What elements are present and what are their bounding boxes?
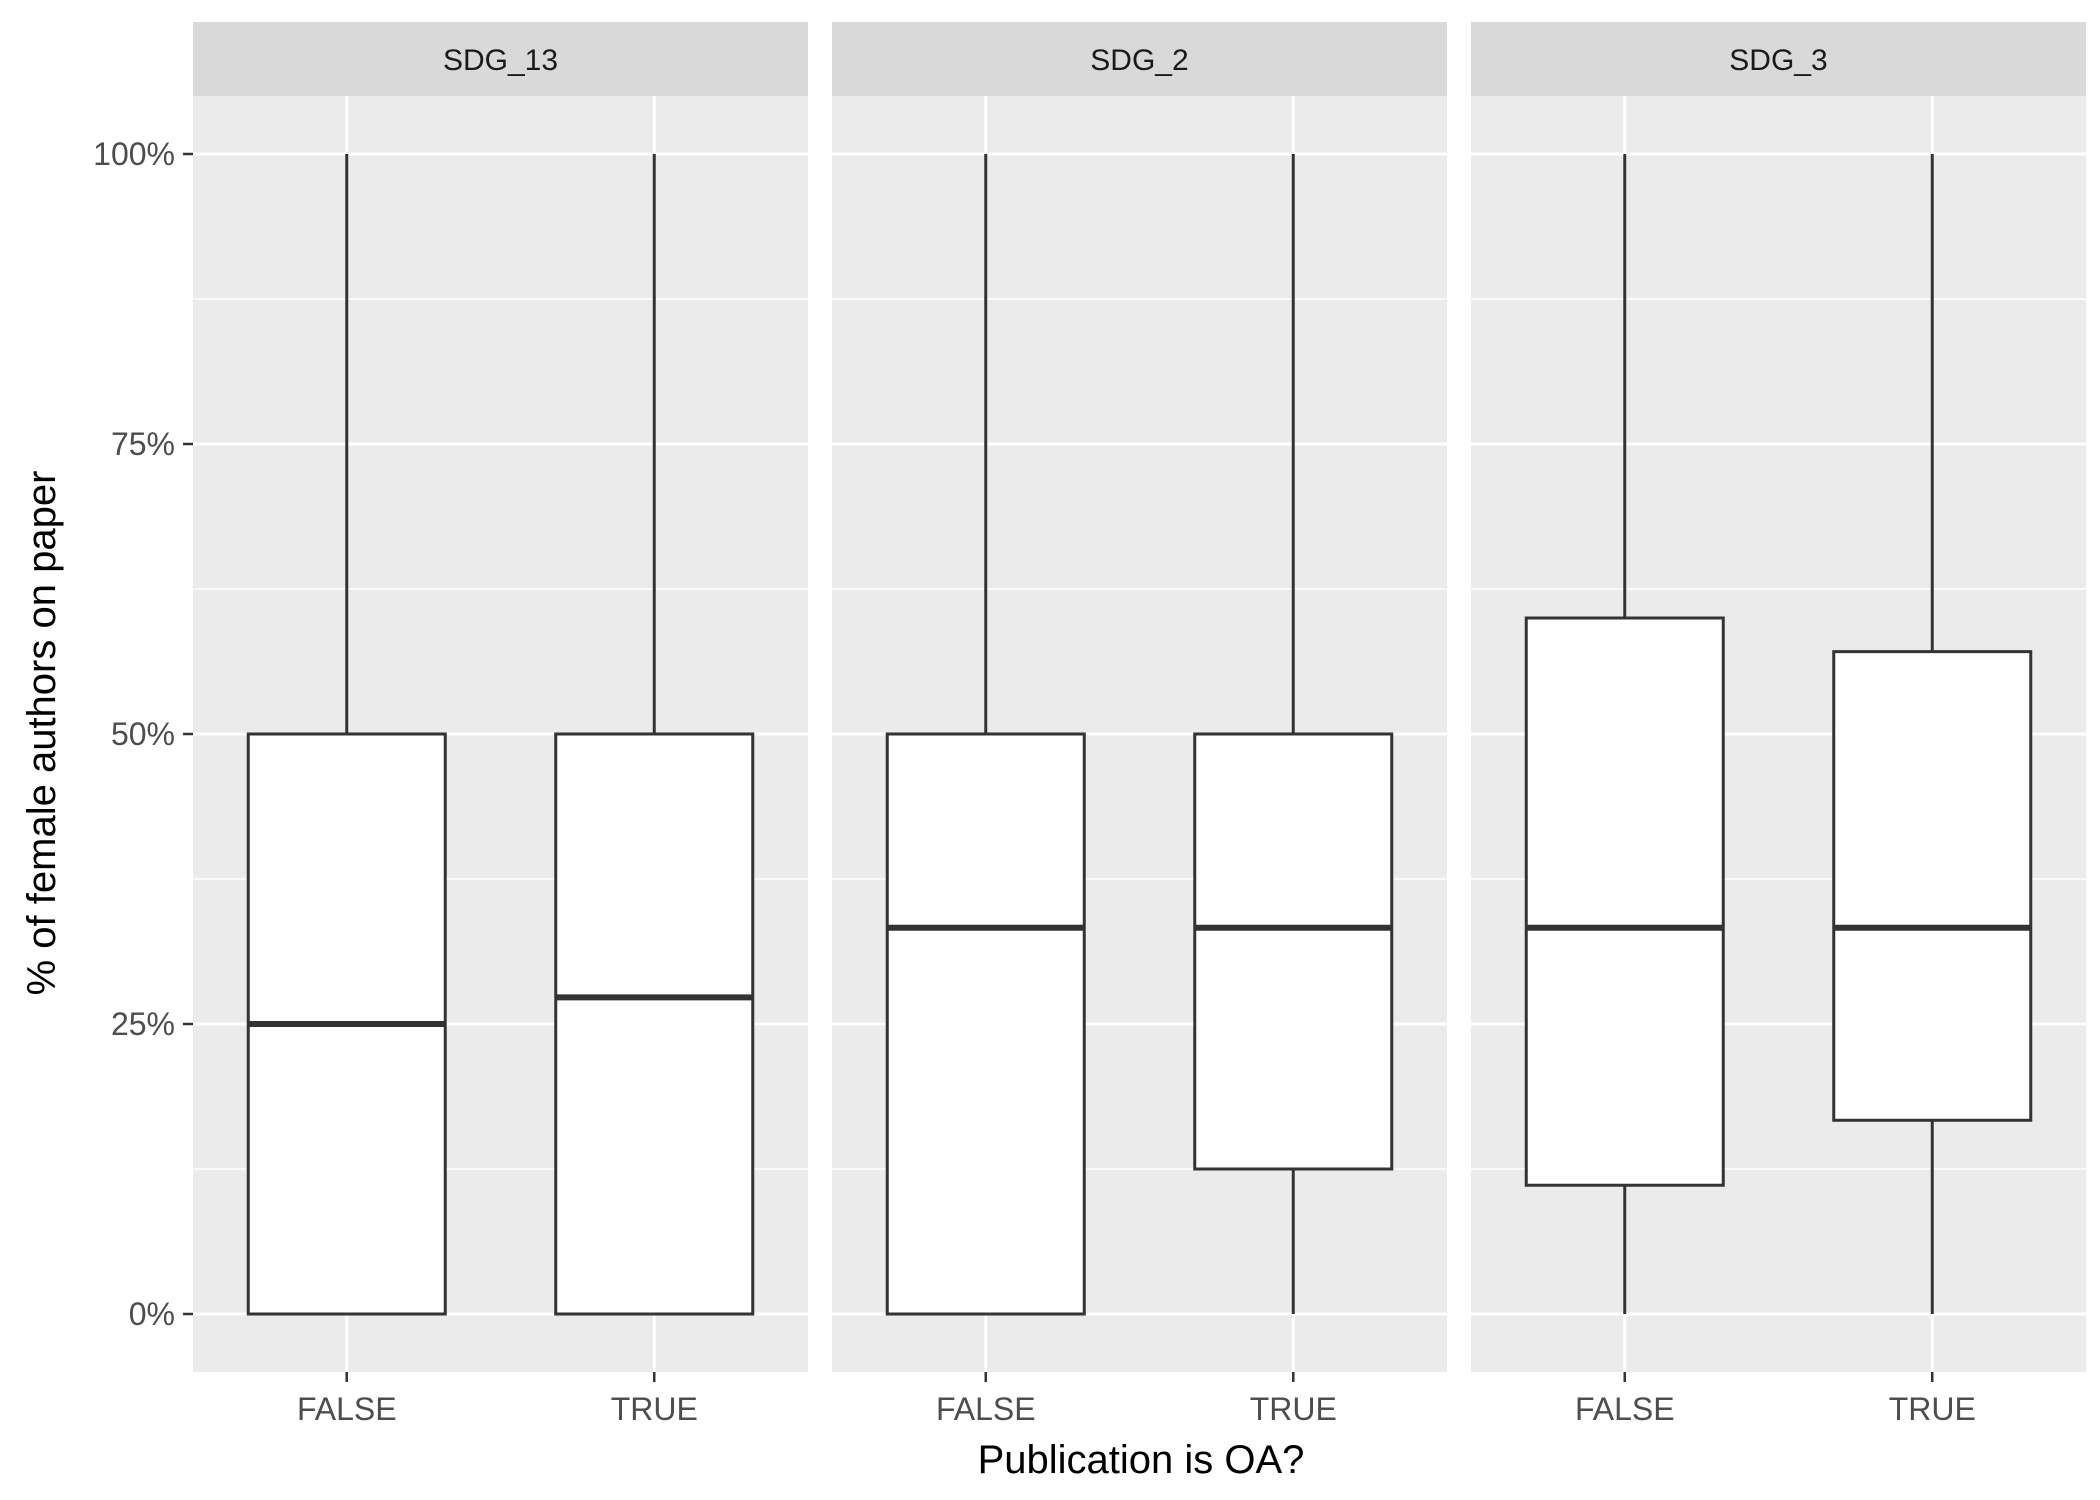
- box-rect: [1524, 616, 1725, 1187]
- facet-strip: [193, 22, 808, 96]
- facet-strip-label: SDG_13: [443, 44, 558, 77]
- y-axis: 0% 25% 50% 75% 100%: [93, 136, 193, 1332]
- facet-strip: [832, 22, 1447, 96]
- y-tick-label: 0%: [129, 1296, 175, 1332]
- facet-strip: [1471, 22, 2086, 96]
- y-tick-label: 75%: [111, 426, 175, 462]
- box-true: [1193, 154, 1394, 1314]
- x-tick-label: TRUE: [1250, 1391, 1337, 1427]
- y-tick-label: 50%: [111, 716, 175, 752]
- facet-panels: SDG_13 FALSE TRUE SDG_2 FALSE TRUE SDG_3 FALSE T…: [193, 22, 2086, 1427]
- box-rect: [554, 732, 755, 1316]
- facet-strip-label: SDG_3: [1729, 44, 1827, 77]
- x-tick-label: FALSE: [1575, 1391, 1675, 1427]
- box-false: [885, 154, 1086, 1316]
- x-tick-label: TRUE: [1889, 1391, 1976, 1427]
- box-true: [1832, 154, 2033, 1314]
- facet-panel-sdg-2: SDG_2 FALSE TRUE: [832, 22, 1447, 1427]
- facet-panel-sdg-13: SDG_13 FALSE TRUE: [193, 22, 808, 1427]
- y-axis-title: % of female authors on paper: [20, 471, 64, 996]
- box-rect: [1832, 650, 2033, 1122]
- x-axis-title: Publication is OA?: [978, 1438, 1305, 1482]
- x-tick-label: FALSE: [297, 1391, 397, 1427]
- box-true: [554, 154, 755, 1316]
- box-false: [246, 154, 447, 1316]
- box-false: [1524, 154, 1725, 1314]
- x-tick-label: TRUE: [611, 1391, 698, 1427]
- y-tick-label: 25%: [111, 1006, 175, 1042]
- box-rect: [885, 732, 1086, 1316]
- facet-panel-sdg-3: SDG_3 FALSE TRUE: [1471, 22, 2086, 1427]
- box-rect: [1193, 732, 1394, 1171]
- y-tick-label: 100%: [93, 136, 175, 172]
- facet-strip-label: SDG_2: [1090, 44, 1188, 77]
- x-tick-label: FALSE: [936, 1391, 1036, 1427]
